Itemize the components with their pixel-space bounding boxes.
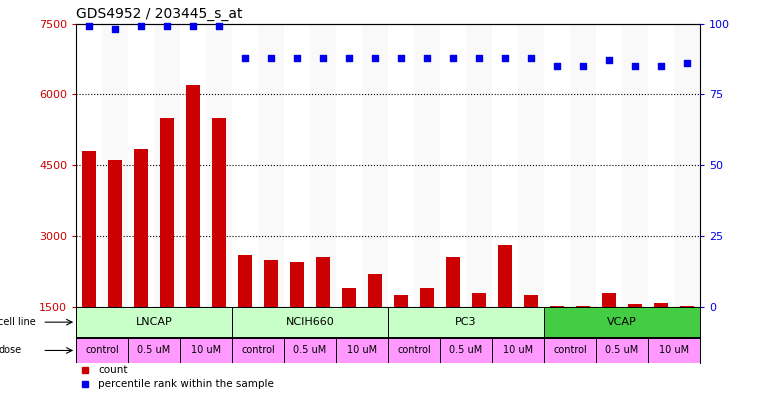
Bar	[76, 307, 232, 337]
Bar	[492, 338, 544, 363]
Point	[317, 54, 330, 61]
Bar	[310, 24, 336, 307]
Point	[239, 54, 251, 61]
Bar	[368, 274, 382, 307]
Bar	[446, 257, 460, 307]
Bar	[82, 151, 96, 307]
Bar	[290, 262, 304, 307]
Text: cell line: cell line	[0, 317, 36, 327]
Text: control: control	[397, 345, 431, 355]
Bar	[258, 24, 284, 307]
Bar	[186, 85, 200, 307]
Bar	[498, 245, 512, 307]
Text: percentile rank within the sample: percentile rank within the sample	[98, 379, 274, 389]
Point	[109, 26, 121, 32]
Point	[551, 63, 563, 69]
Text: 0.5 uM: 0.5 uM	[294, 345, 326, 355]
Bar	[602, 292, 616, 307]
Bar	[284, 338, 336, 363]
Bar	[680, 306, 694, 307]
Bar	[206, 24, 232, 307]
Text: 0.5 uM: 0.5 uM	[606, 345, 638, 355]
Text: 0.5 uM: 0.5 uM	[138, 345, 170, 355]
Text: dose: dose	[0, 345, 21, 355]
Text: GDS4952 / 203445_s_at: GDS4952 / 203445_s_at	[76, 7, 243, 21]
Point	[187, 23, 199, 29]
Point	[421, 54, 433, 61]
Point	[161, 23, 174, 29]
Point	[473, 54, 486, 61]
Bar	[388, 338, 440, 363]
Bar	[420, 288, 435, 307]
Text: control: control	[553, 345, 587, 355]
Bar	[342, 288, 356, 307]
Text: 10 uM: 10 uM	[659, 345, 689, 355]
Bar	[232, 338, 284, 363]
Text: 10 uM: 10 uM	[503, 345, 533, 355]
Text: control: control	[85, 345, 119, 355]
Text: control: control	[241, 345, 275, 355]
Bar	[524, 295, 538, 307]
Point	[447, 54, 459, 61]
Bar	[648, 338, 700, 363]
Bar	[544, 307, 700, 337]
Bar	[414, 24, 440, 307]
Point	[343, 54, 355, 61]
Bar	[76, 338, 128, 363]
Text: 10 uM: 10 uM	[347, 345, 377, 355]
Bar	[550, 306, 564, 307]
Bar	[388, 307, 544, 337]
Text: NCIH660: NCIH660	[285, 317, 335, 327]
Point	[655, 63, 667, 69]
Bar	[654, 303, 668, 307]
Bar	[160, 118, 174, 307]
Bar	[596, 338, 648, 363]
Bar	[212, 118, 226, 307]
Text: 10 uM: 10 uM	[191, 345, 221, 355]
Bar	[316, 257, 330, 307]
Bar	[628, 304, 642, 307]
Point	[291, 54, 303, 61]
Point	[369, 54, 381, 61]
Point	[499, 54, 511, 61]
Bar	[102, 24, 128, 307]
Bar	[394, 295, 408, 307]
Bar	[466, 24, 492, 307]
Bar	[264, 259, 279, 307]
Bar	[518, 24, 544, 307]
Point	[395, 54, 407, 61]
Text: VCAP: VCAP	[607, 317, 637, 327]
Point	[135, 23, 147, 29]
Bar	[622, 24, 648, 307]
Text: count: count	[98, 365, 127, 375]
Bar	[154, 24, 180, 307]
Bar	[570, 24, 596, 307]
Bar	[232, 307, 388, 337]
Point	[525, 54, 537, 61]
Bar	[472, 292, 486, 307]
Bar	[134, 149, 148, 307]
Bar	[238, 255, 252, 307]
Bar	[128, 338, 180, 363]
Bar	[544, 338, 596, 363]
Bar	[576, 306, 591, 307]
Point	[629, 63, 642, 69]
Text: LNCAP: LNCAP	[135, 317, 173, 327]
Bar	[674, 24, 700, 307]
Bar	[362, 24, 388, 307]
Bar	[108, 160, 123, 307]
Point	[681, 60, 693, 66]
Text: PC3: PC3	[455, 317, 477, 327]
Bar	[440, 338, 492, 363]
Bar	[336, 338, 388, 363]
Bar	[180, 338, 232, 363]
Point	[577, 63, 589, 69]
Text: 0.5 uM: 0.5 uM	[450, 345, 482, 355]
Point	[603, 57, 615, 64]
Point	[83, 23, 95, 29]
Point	[213, 23, 225, 29]
Point	[265, 54, 277, 61]
